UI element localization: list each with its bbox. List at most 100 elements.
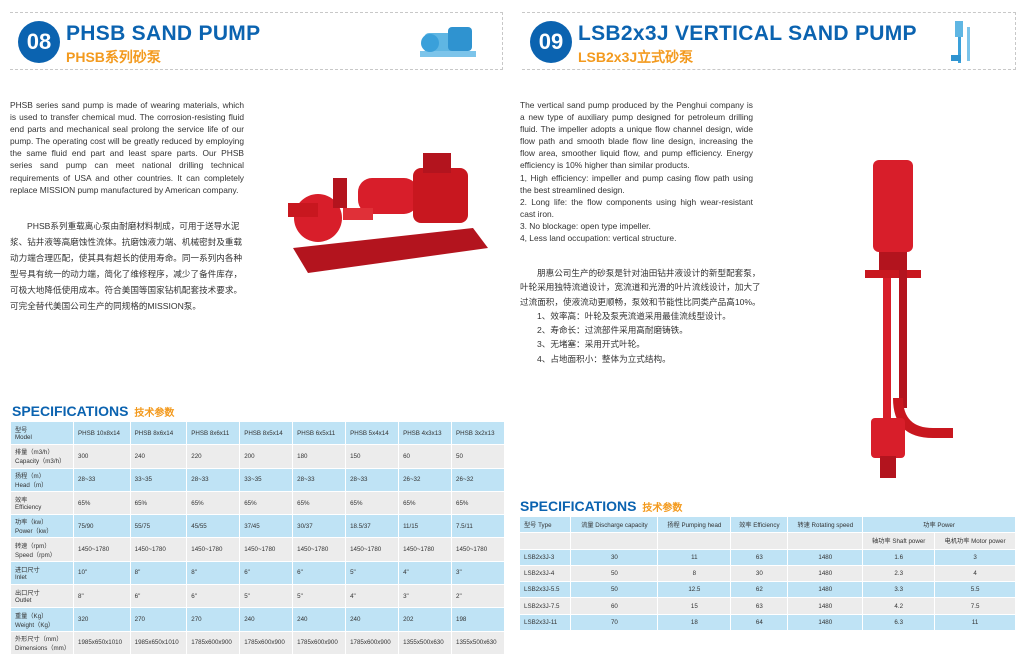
table-cell: 65% xyxy=(130,491,187,515)
table-cell: 3" xyxy=(452,561,504,585)
table-row: LSB2x3J-4 50 8 30 1480 2.3 4 xyxy=(520,565,1015,582)
table-cell: 1450~1780 xyxy=(293,538,346,561)
lsb-intro-cn: 朋惠公司生产的砂泵是针对油田钻井液设计的新型配套泵，叶轮采用独特流道设计，宽流道… xyxy=(520,268,761,307)
label-cn: 效率 xyxy=(15,497,28,505)
phsb-description-cn: PHSB系列重载离心泵由耐磨材料制成，可用于送导水泥浆、钻井液等高磨蚀性流体。抗… xyxy=(10,221,243,311)
table-cell: 65% xyxy=(187,491,240,515)
subheader-cell: 轴功率 Shaft power xyxy=(863,533,935,549)
label-en: Outlet xyxy=(15,597,32,605)
table-row: 转速（rpm） Speed（rpm） 1450~1780 1450~1780 1450~… xyxy=(11,538,504,561)
table-cell: 8" xyxy=(187,561,240,585)
table-cell: 65% xyxy=(240,491,293,515)
row-label: 外形尺寸（mm） Dimensions（mm） xyxy=(11,631,73,654)
table-cell: 60 xyxy=(571,598,658,614)
label-cn: 型号 xyxy=(15,427,28,435)
phsb-spec-heading: SPECIFICATIONS 技术参数 xyxy=(12,403,174,419)
table-cell: LSB2x3J-11 xyxy=(520,614,571,631)
table-cell: 11/15 xyxy=(399,515,452,538)
row-label: 扬程（m） Head（m） xyxy=(11,468,73,491)
table-cell: 10" xyxy=(74,561,130,585)
table-cell: 62 xyxy=(731,582,788,598)
table-cell: 30 xyxy=(731,565,788,582)
table-cell: 6" xyxy=(240,561,293,585)
table-cell: PHSB 5x4x14 xyxy=(346,422,399,445)
label-en: Speed（rpm） xyxy=(15,551,56,559)
table-cell: 320 xyxy=(74,608,130,631)
label-en: Head（m） xyxy=(15,481,48,489)
header-cell: 流量 Discharge capacity xyxy=(571,517,658,533)
table-cell: PHSB 8x6x14 xyxy=(130,422,187,445)
table-cell: 11 xyxy=(658,549,731,565)
table-cell: LSB2x3J-4 xyxy=(520,565,571,582)
table-row: 排量（m3/h） Capacity（m3/h） 300 240 220 200 180 150… xyxy=(11,445,504,468)
lsb-feature-cn: 3、无堵塞：采用开式叶轮。 xyxy=(537,339,645,350)
table-cell: 7.5/11 xyxy=(452,515,504,538)
table-cell: 1450~1780 xyxy=(346,538,399,561)
table-cell: 8" xyxy=(130,561,187,585)
label-cn: 扬程（m） xyxy=(15,472,45,480)
subheader-cell: 电机功率 Motor power xyxy=(935,533,1015,549)
section-subtitle: LSB2x3J立式砂泵 xyxy=(578,49,694,65)
lsb-feature-en: 1, High efficiency: impeller and pump ca… xyxy=(520,172,753,195)
header-cell: 型号 Type xyxy=(520,517,571,533)
row-label: 排量（m3/h） Capacity（m3/h） xyxy=(11,445,73,468)
table-cell: 18 xyxy=(658,614,731,631)
table-cell: 1785x600x900 xyxy=(240,631,293,654)
section-header-08: 08 PHSB SAND PUMP PHSB系列砂泵 xyxy=(10,12,503,70)
table-cell: 70 xyxy=(571,614,658,631)
table-cell: 1785x600x900 xyxy=(346,631,399,654)
table-cell: 1785x600x900 xyxy=(187,631,240,654)
table-row: 出口尺寸 Outlet 8" 6" 6" 5" 5" 4" 3" 2" xyxy=(11,585,504,608)
table-cell: 12.5 xyxy=(658,582,731,598)
label-en: Capacity（m3/h） xyxy=(15,458,66,466)
section-number-badge: 09 xyxy=(530,21,572,63)
table-cell: 8 xyxy=(658,565,731,582)
table-cell: 4" xyxy=(346,585,399,608)
label-en: Efficiency xyxy=(15,504,42,512)
table-cell: 6" xyxy=(293,561,346,585)
table-cell: 220 xyxy=(187,445,240,468)
row-label: 转速（rpm） Speed（rpm） xyxy=(11,538,73,561)
table-cell: 26~32 xyxy=(452,468,504,491)
table-cell: 63 xyxy=(731,598,788,614)
label-cn: 转速（rpm） xyxy=(15,542,51,550)
table-cell: 45/55 xyxy=(187,515,240,538)
row-label: 效率 Efficiency xyxy=(11,491,73,515)
table-row: LSB2x3J-3 30 11 63 1480 1.6 3 xyxy=(520,549,1015,565)
row-label: 型号 Model xyxy=(11,422,73,445)
header-cell: 效率 Efficiency xyxy=(731,517,788,533)
lsb-feature-cn: 4、占地面积小：整体为立式结构。 xyxy=(537,353,671,364)
label-cn: 重量（Kg） xyxy=(15,612,48,620)
section-title: LSB2x3J VERTICAL SAND PUMP xyxy=(578,22,917,45)
pump-thumbnail-icon xyxy=(420,27,476,57)
table-cell: 1480 xyxy=(788,549,863,565)
table-cell: 26~32 xyxy=(399,468,452,491)
lsb-spec-heading: SPECIFICATIONS 技术参数 xyxy=(520,498,682,514)
table-cell: 18.5/37 xyxy=(346,515,399,538)
table-cell: 180 xyxy=(293,445,346,468)
table-cell: 1.6 xyxy=(863,549,935,565)
table-header-row: 型号 Type 流量 Discharge capacity 扬程 Pumping… xyxy=(520,517,1015,533)
table-cell: 1480 xyxy=(788,598,863,614)
section-title: PHSB SAND PUMP xyxy=(66,22,261,45)
lsb-description-en: The vertical sand pump produced by the P… xyxy=(520,99,753,244)
table-cell: 8" xyxy=(74,585,130,608)
table-cell: LSB2x3J-5.5 xyxy=(520,582,571,598)
table-cell: 4 xyxy=(935,565,1015,582)
table-cell: 65% xyxy=(399,491,452,515)
table-cell: 37/45 xyxy=(240,515,293,538)
table-cell: 3.3 xyxy=(863,582,935,598)
table-cell: 3" xyxy=(399,585,452,608)
table-cell: 5.5 xyxy=(935,582,1015,598)
phsb-pump-photo xyxy=(263,98,506,334)
table-cell: 65% xyxy=(74,491,130,515)
label-cn: 排量（m3/h） xyxy=(15,449,54,457)
spec-title: SPECIFICATIONS xyxy=(12,403,129,419)
table-cell: 1450~1780 xyxy=(187,538,240,561)
table-cell: 60 xyxy=(399,445,452,468)
spec-title-cn: 技术参数 xyxy=(642,503,683,514)
table-cell: 65% xyxy=(346,491,399,515)
table-cell: 2" xyxy=(452,585,504,608)
label-cn: 功率（kw） xyxy=(15,519,48,527)
label-cn: 外形尺寸（mm） xyxy=(15,635,63,643)
